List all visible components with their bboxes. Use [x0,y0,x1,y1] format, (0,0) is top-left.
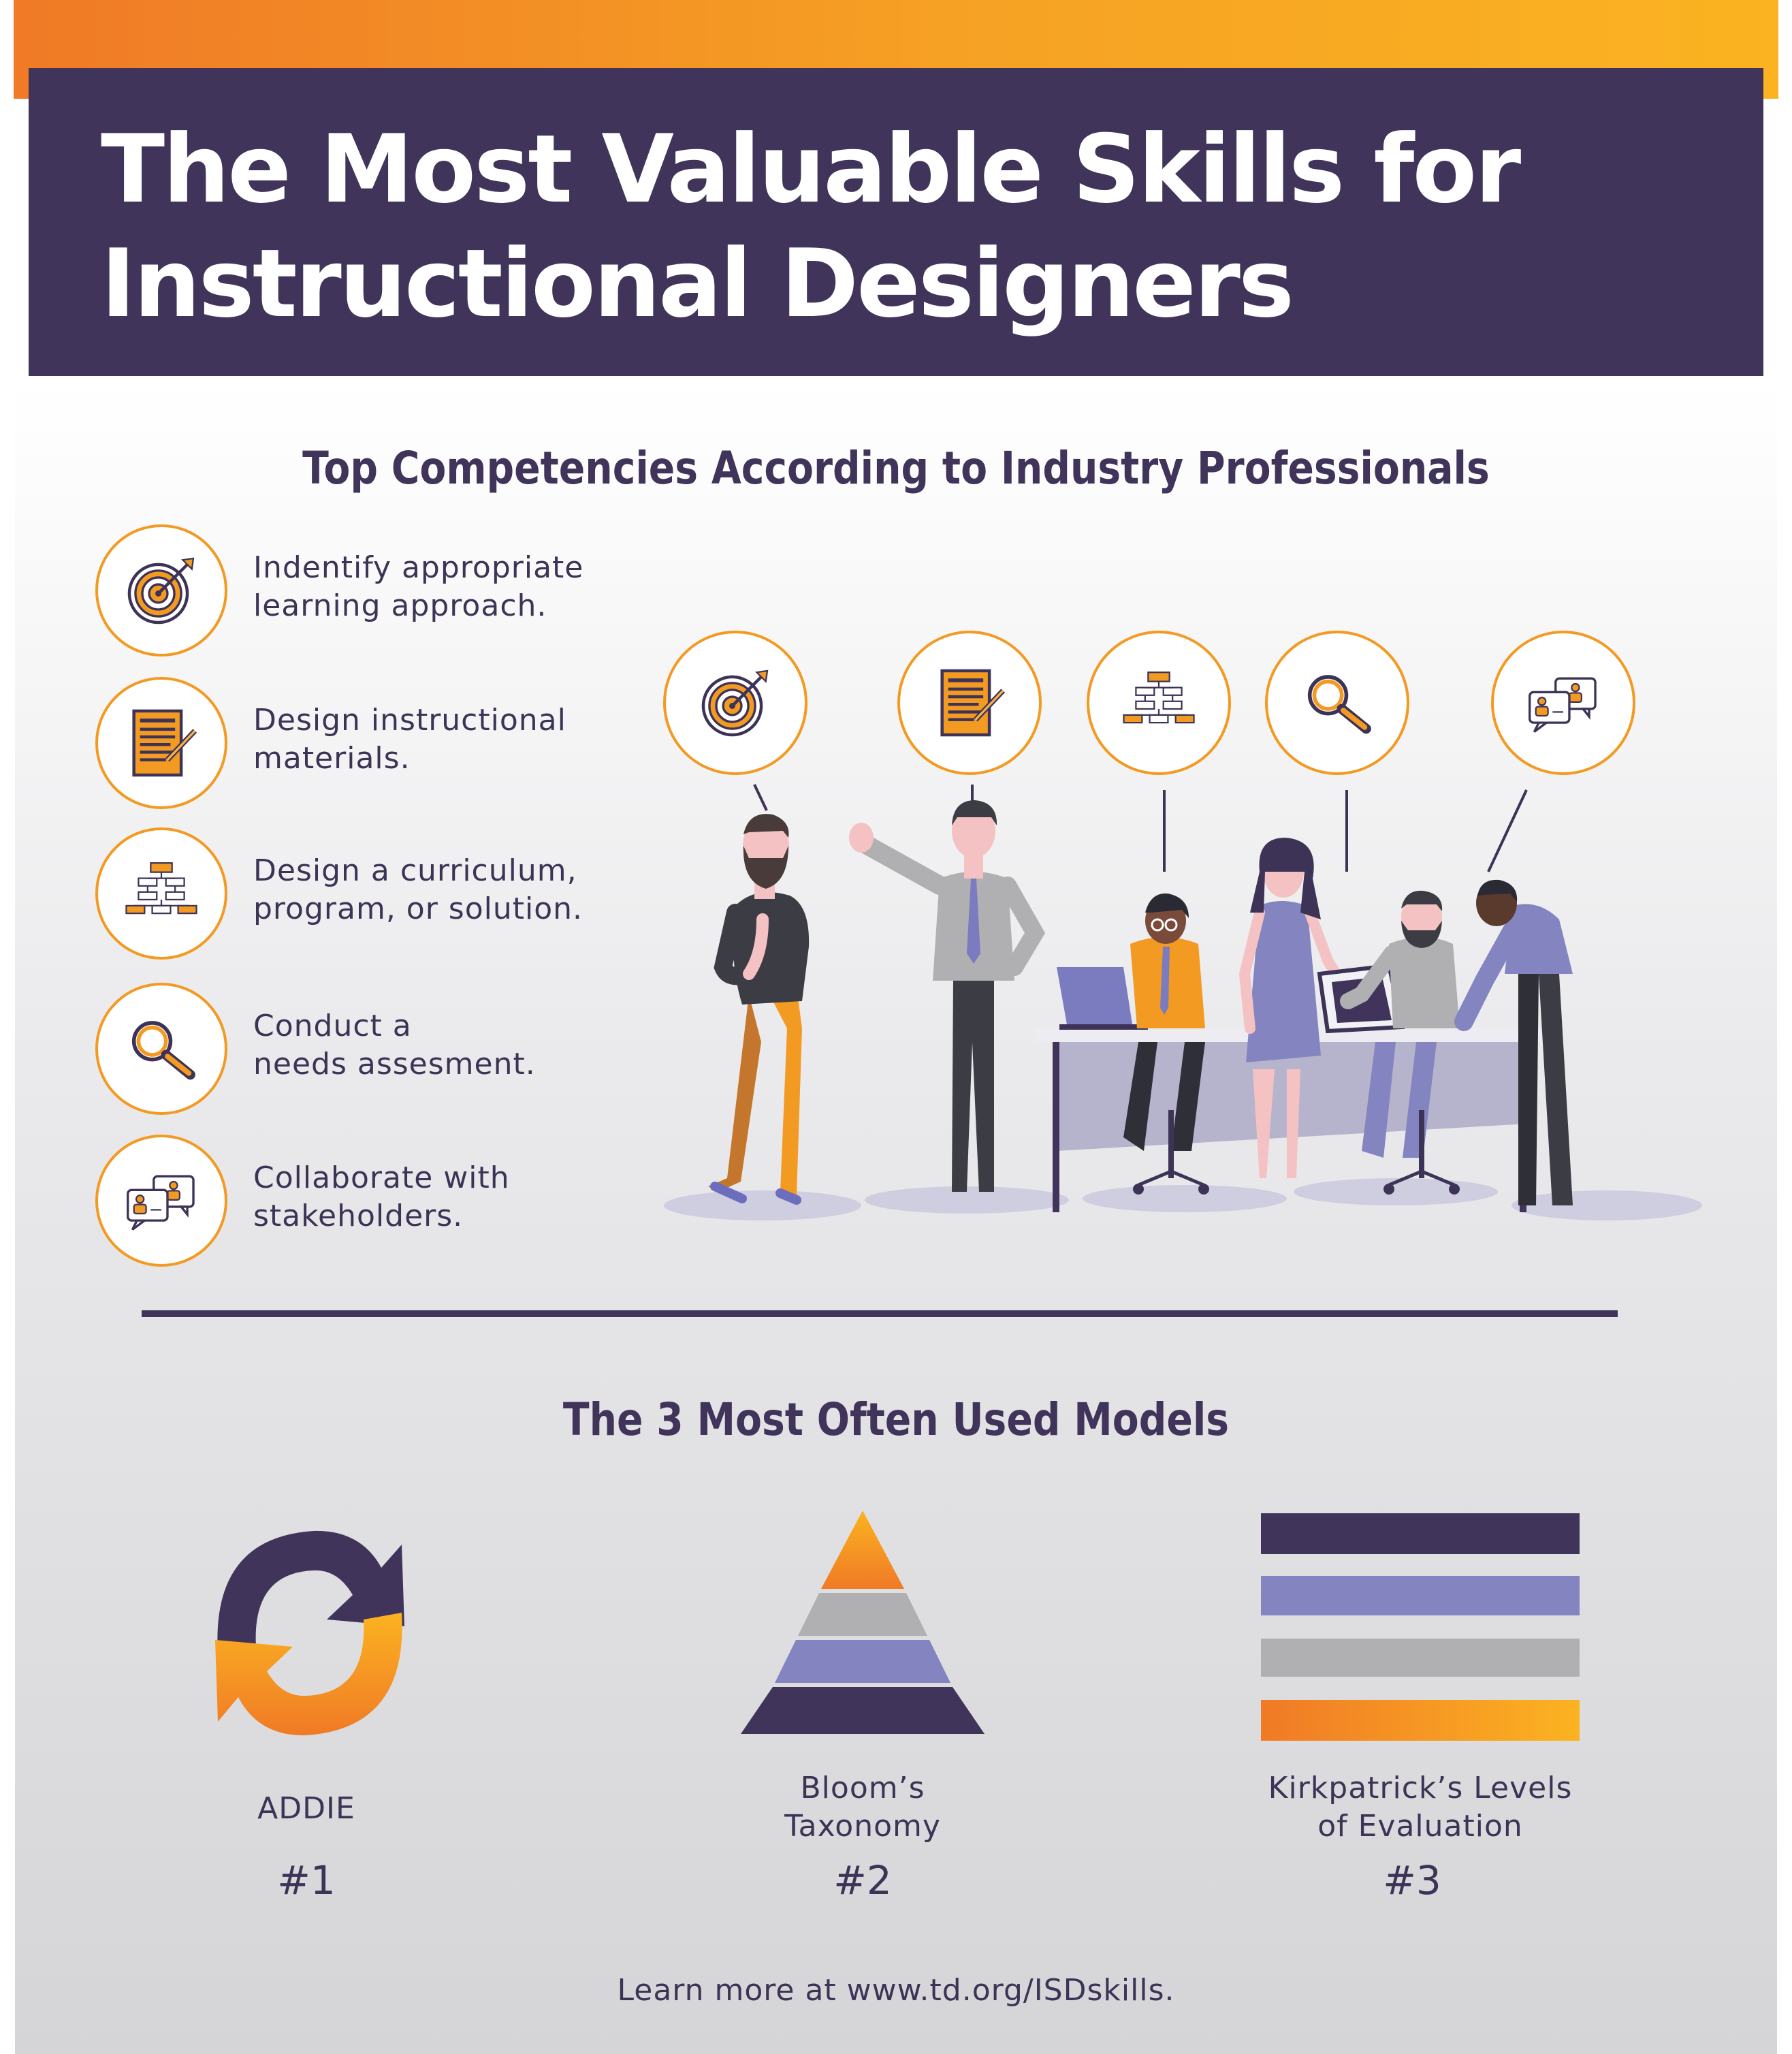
competency-line: learning approach. [253,588,547,623]
competency-line: Design instructional [253,703,566,738]
model-rank: #3 [1383,1857,1441,1903]
chat-people-icon [123,1163,199,1239]
competency-line: Collaborate with [253,1160,510,1195]
flowchart-icon [1121,665,1197,741]
competency-text: Indentify appropriate learning approach. [253,549,730,625]
section-divider [142,1310,1618,1317]
model-label-line: Bloom’s [800,1771,925,1805]
footer-link-text[interactable]: Learn more at www.td.org/ISDskills. [617,1973,1175,2008]
competency-item: Collaborate with stakeholders. [95,1135,654,1271]
person-man-with-tie [849,800,1046,1192]
competency-icon-ring [95,1135,227,1267]
model-label-line: ADDIE [257,1791,355,1826]
model-label: Kirkpatrick’s Levels of Evaluation [1216,1769,1625,1846]
competency-line: materials. [253,741,411,776]
competency-line: stakeholders. [253,1199,464,1233]
competency-item: Design instructional materials. [95,677,654,813]
model-label-line: Taxonomy [784,1809,941,1844]
competency-icon-ring [95,524,227,657]
model-rank: #2 [833,1857,892,1903]
illustration-bubble [897,631,1042,775]
pyramid-icon [741,1511,985,1734]
person-seated-man [1340,890,1460,1195]
document-pen-icon [123,705,199,781]
competency-item: Design a curriculum, program, or solutio… [95,827,654,964]
illustration-bubble [1265,631,1409,775]
model-rank: #1 [277,1857,336,1903]
competency-line: needs assesment. [253,1047,536,1081]
competency-line: program, or solution. [253,891,583,926]
competency-icon-ring [95,827,227,960]
magnifier-icon [123,1011,199,1087]
document-pen-icon [931,665,1008,741]
competency-text: Conduct a needs assesment. [253,1007,730,1084]
target-icon [123,552,199,629]
models-heading: The 3 Most Often Used Models [562,1393,1230,1446]
model-label: Bloom’s Taxonomy [726,1769,999,1846]
illustration-bubble [663,631,807,775]
competency-icon-ring [95,677,227,809]
title-banner: The Most Valuable Skills for Instruction… [29,68,1763,376]
person-seated-woman [1123,893,1209,1195]
competency-line: Design a curriculum, [253,853,577,888]
competencies-heading: Top Competencies According to Industry P… [302,442,1490,494]
cycle-arrows-icon [215,1530,404,1736]
competency-text: Design a curriculum, program, or solutio… [253,852,730,928]
person-standing-woman [1238,838,1354,1178]
title-line-1: The Most Valuable Skills for [101,114,1521,224]
competency-line: Conduct a [253,1009,412,1043]
competency-text: Design instructional materials. [253,701,730,778]
person-bearded-man [708,814,810,1205]
person-leaning-man [1454,879,1573,1205]
flowchart-icon [123,855,199,932]
illustration-bubble [1491,631,1635,775]
magnifier-icon [1299,665,1375,741]
target-icon [697,665,773,741]
competency-item: Indentify appropriate learning approach. [95,524,654,661]
competency-line: Indentify appropriate [253,550,584,585]
stacked-bars-icon [1261,1513,1580,1741]
competency-text: Collaborate with stakeholders. [253,1159,730,1235]
model-label: ADDIE [170,1790,443,1828]
model-label-line: Kirkpatrick’s Levels [1268,1771,1573,1805]
chat-people-icon [1525,665,1601,741]
title-line-2: Instructional Designers [101,229,1294,338]
competency-icon-ring [95,983,227,1115]
illustration-bubble [1087,631,1231,775]
model-label-line: of Evaluation [1317,1809,1523,1844]
team-illustration [664,784,1702,1220]
competency-item: Conduct a needs assesment. [95,983,654,1119]
laptop [1057,967,1133,1028]
